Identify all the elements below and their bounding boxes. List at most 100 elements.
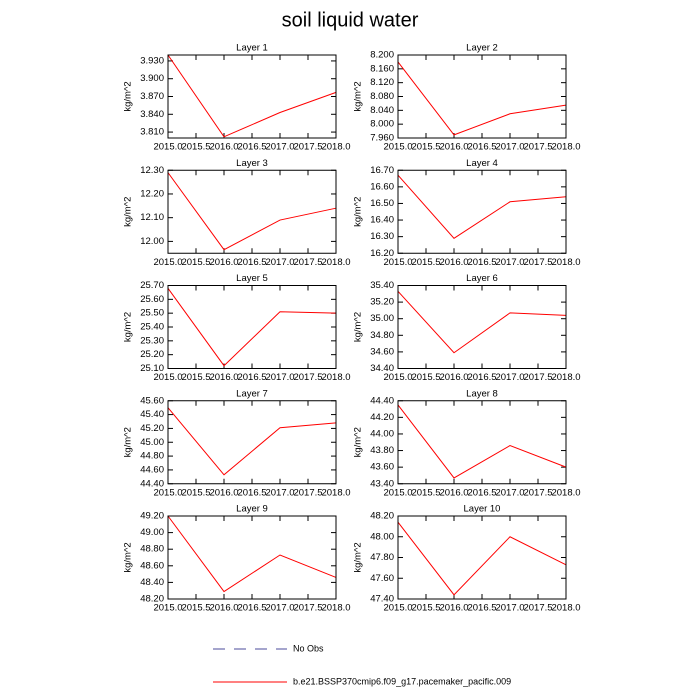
- y-tick-label: 25.50: [140, 308, 164, 319]
- panel-title: Layer 3: [236, 158, 268, 169]
- x-tick-label: 2017.0: [495, 372, 524, 383]
- y-axis-label: kg/m^2: [123, 81, 134, 111]
- y-tick-label: 25.70: [140, 280, 164, 291]
- y-tick-label: 43.80: [370, 445, 394, 456]
- x-tick-label: 2017.5: [293, 257, 322, 268]
- x-tick-label: 2018.0: [551, 142, 580, 153]
- panel-title: Layer 1: [236, 43, 268, 54]
- y-tick-label: 8.200: [370, 50, 394, 61]
- y-tick-label: 45.20: [140, 423, 164, 434]
- x-tick-label: 2016.0: [439, 603, 468, 614]
- x-tick-label: 2015.5: [181, 603, 210, 614]
- x-tick-label: 2015.0: [383, 603, 412, 614]
- y-tick-label: 48.80: [140, 544, 164, 555]
- y-axis-label: kg/m^2: [353, 427, 364, 457]
- y-tick-label: 8.040: [370, 105, 394, 116]
- y-tick-label: 25.40: [140, 322, 164, 333]
- x-tick-label: 2017.5: [523, 142, 552, 153]
- x-tick-label: 2015.0: [153, 257, 182, 268]
- y-tick-label: 47.40: [370, 594, 394, 605]
- panel-title: Layer 10: [464, 504, 501, 515]
- plot-frame: [397, 515, 567, 600]
- x-tick-label: 2017.0: [495, 257, 524, 268]
- y-tick-label: 8.160: [370, 63, 394, 74]
- x-tick-label: 2015.5: [181, 487, 210, 498]
- y-tick-label: 34.60: [370, 346, 394, 357]
- y-tick-label: 34.40: [370, 363, 394, 374]
- y-tick-label: 3.930: [140, 55, 164, 66]
- y-tick-label: 45.60: [140, 395, 164, 406]
- plot-frame: [167, 54, 337, 139]
- x-tick-label: 2015.5: [411, 487, 440, 498]
- data-line: [167, 287, 337, 367]
- y-tick-label: 8.120: [370, 77, 394, 88]
- x-tick-label: 2015.0: [383, 487, 412, 498]
- x-tick-label: 2017.5: [293, 487, 322, 498]
- y-tick-label: 35.20: [370, 297, 394, 308]
- x-tick-label: 2017.0: [495, 603, 524, 614]
- x-tick-label: 2016.0: [209, 487, 238, 498]
- y-tick-label: 44.40: [140, 478, 164, 489]
- x-tick-label: 2015.0: [383, 142, 412, 153]
- y-tick-label: 16.20: [370, 248, 394, 259]
- y-tick-label: 8.000: [370, 119, 394, 130]
- legend-label: No Obs: [293, 643, 324, 653]
- y-tick-label: 48.40: [140, 577, 164, 588]
- y-axis-label: kg/m^2: [353, 197, 364, 227]
- plot-frame: [167, 400, 337, 485]
- x-tick-label: 2016.0: [209, 257, 238, 268]
- x-tick-label: 2017.0: [265, 603, 294, 614]
- plot-frame: [397, 169, 567, 254]
- x-tick-label: 2016.5: [467, 372, 496, 383]
- y-tick-label: 47.80: [370, 552, 394, 563]
- y-tick-label: 12.20: [140, 188, 164, 199]
- x-tick-label: 2016.5: [237, 487, 266, 498]
- plot-frame: [167, 515, 337, 600]
- plot-frame: [167, 285, 337, 369]
- x-tick-label: 2015.0: [383, 372, 412, 383]
- x-tick-label: 2016.5: [467, 257, 496, 268]
- panel-title: Layer 4: [466, 158, 498, 169]
- x-tick-label: 2016.5: [467, 603, 496, 614]
- x-tick-label: 2017.0: [265, 142, 294, 153]
- x-tick-label: 2016.0: [439, 142, 468, 153]
- y-tick-label: 48.60: [140, 560, 164, 571]
- y-axis-label: kg/m^2: [353, 312, 364, 342]
- y-tick-label: 43.40: [370, 478, 394, 489]
- x-tick-label: 2016.5: [237, 372, 266, 383]
- y-tick-label: 3.900: [140, 73, 164, 84]
- x-tick-label: 2016.0: [439, 487, 468, 498]
- x-tick-label: 2017.5: [523, 487, 552, 498]
- y-tick-label: 35.40: [370, 280, 394, 291]
- data-line: [167, 172, 337, 251]
- x-tick-label: 2016.0: [439, 372, 468, 383]
- y-tick-label: 47.60: [370, 573, 394, 584]
- y-tick-label: 44.80: [140, 451, 164, 462]
- data-line: [397, 290, 567, 354]
- x-tick-label: 2018.0: [321, 372, 350, 383]
- y-tick-label: 12.30: [140, 165, 164, 176]
- y-tick-label: 16.40: [370, 215, 394, 226]
- y-tick-label: 25.30: [140, 335, 164, 346]
- y-tick-label: 48.20: [140, 594, 164, 605]
- y-axis-label: kg/m^2: [123, 427, 134, 457]
- y-tick-label: 16.70: [370, 165, 394, 176]
- x-tick-label: 2018.0: [321, 142, 350, 153]
- data-line: [167, 54, 337, 138]
- data-line: [397, 404, 567, 479]
- x-tick-label: 2018.0: [551, 603, 580, 614]
- y-tick-label: 8.080: [370, 91, 394, 102]
- data-line: [167, 407, 337, 476]
- x-tick-label: 2015.0: [153, 603, 182, 614]
- x-tick-label: 2016.0: [209, 603, 238, 614]
- plot-frame: [397, 400, 567, 485]
- y-tick-label: 44.40: [370, 395, 394, 406]
- x-tick-label: 2016.5: [467, 142, 496, 153]
- y-tick-label: 25.60: [140, 294, 164, 305]
- y-tick-label: 45.00: [140, 437, 164, 448]
- y-tick-label: 12.00: [140, 236, 164, 247]
- x-tick-label: 2017.5: [293, 142, 322, 153]
- plot-frame: [397, 54, 567, 139]
- y-axis-label: kg/m^2: [353, 542, 364, 572]
